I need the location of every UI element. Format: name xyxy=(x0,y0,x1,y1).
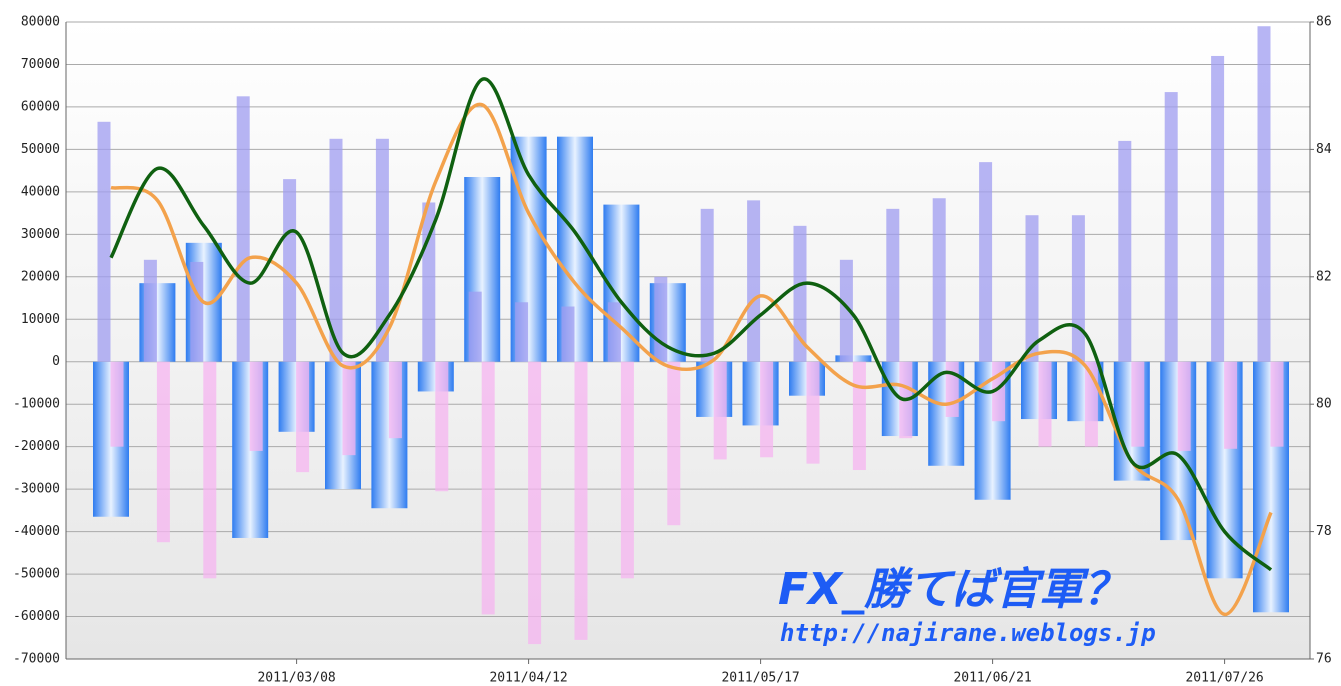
x-tick-label: 2011/04/12 xyxy=(489,671,567,686)
bar xyxy=(342,361,356,456)
bar xyxy=(329,138,343,362)
y2-tick-label: 80 xyxy=(1316,397,1332,412)
bar xyxy=(620,361,634,579)
bar xyxy=(760,361,774,458)
y-tick-label: -60000 xyxy=(13,609,60,624)
bar xyxy=(296,361,310,473)
bar xyxy=(468,291,482,362)
y-tick-label: 10000 xyxy=(21,312,60,327)
bar xyxy=(700,208,714,362)
bar xyxy=(435,361,449,492)
bar xyxy=(945,361,959,417)
watermark-title: FX_勝てば官軍？ xyxy=(778,564,1127,615)
bar xyxy=(1038,361,1052,447)
bar xyxy=(979,162,993,362)
line xyxy=(109,77,1273,572)
y2-tick-label: 82 xyxy=(1316,269,1332,284)
bar xyxy=(574,361,588,640)
x-tick-label: 2011/05/17 xyxy=(721,671,799,686)
bar xyxy=(561,306,575,362)
bar xyxy=(839,259,853,362)
bar xyxy=(713,361,727,460)
y2-tick-label: 76 xyxy=(1316,652,1332,667)
y-tick-label: -10000 xyxy=(13,397,60,412)
bar xyxy=(143,259,157,362)
bar xyxy=(203,361,217,579)
y-tick-label: -20000 xyxy=(13,439,60,454)
bar xyxy=(283,179,297,362)
bar xyxy=(835,355,872,362)
bar xyxy=(667,361,681,526)
bar xyxy=(607,302,621,362)
y-tick-label: 20000 xyxy=(21,269,60,284)
bar xyxy=(1025,215,1039,362)
y-tick-label: -70000 xyxy=(13,652,60,667)
y-tick-label: -30000 xyxy=(13,482,60,497)
y2-tick-label: 84 xyxy=(1316,142,1332,157)
x-tick-label: 2011/03/08 xyxy=(257,671,335,686)
bar xyxy=(481,361,495,615)
bar xyxy=(747,200,761,362)
y-tick-label: 60000 xyxy=(21,99,60,114)
y-tick-label: 70000 xyxy=(21,57,60,72)
bar xyxy=(886,208,900,362)
y-tick-label: 30000 xyxy=(21,227,60,242)
bar xyxy=(932,198,946,362)
y-tick-label: 50000 xyxy=(21,142,60,157)
y-tick-label: -40000 xyxy=(13,524,60,539)
y2-tick-label: 78 xyxy=(1316,524,1332,539)
bar xyxy=(249,361,263,451)
x-tick-label: 2011/07/26 xyxy=(1185,671,1263,686)
y-tick-label: 80000 xyxy=(21,15,60,30)
x-tick-label: 2011/06/21 xyxy=(953,671,1031,686)
bar xyxy=(806,361,820,464)
watermark-url: http://najirane.weblogs.jp xyxy=(780,619,1156,647)
bar xyxy=(852,361,866,471)
bar xyxy=(1211,55,1225,362)
plot-area xyxy=(66,22,1310,659)
y-tick-label: -50000 xyxy=(13,567,60,582)
bar xyxy=(236,96,250,362)
y-tick-label: 40000 xyxy=(21,184,60,199)
bar xyxy=(1131,361,1145,447)
y2-tick-label: 86 xyxy=(1316,15,1332,30)
bar xyxy=(1164,92,1178,362)
bar xyxy=(528,361,542,645)
bar xyxy=(375,138,389,362)
bar xyxy=(388,361,402,439)
bar xyxy=(654,276,668,362)
bar xyxy=(190,261,204,362)
line xyxy=(110,102,1273,617)
bar xyxy=(156,361,170,543)
bar xyxy=(97,121,111,362)
y-tick-label: 0 xyxy=(52,354,60,369)
bar xyxy=(110,361,124,447)
bar xyxy=(1257,26,1271,362)
bar xyxy=(793,225,807,362)
bar xyxy=(1118,140,1132,362)
bar xyxy=(1177,361,1191,451)
bar xyxy=(515,302,529,362)
bar xyxy=(1270,361,1284,447)
bar xyxy=(1071,215,1085,362)
bar xyxy=(1224,361,1238,449)
